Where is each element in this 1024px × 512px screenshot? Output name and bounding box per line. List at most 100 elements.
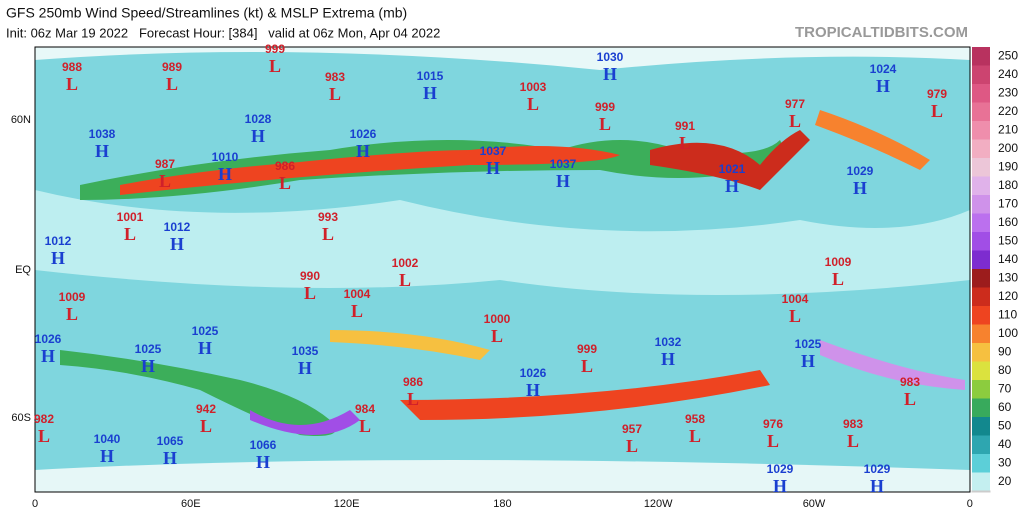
- center-value: 1021: [719, 162, 746, 176]
- center-letter: L: [38, 426, 50, 446]
- center-letter: L: [689, 426, 701, 446]
- center-value: 1003: [520, 80, 547, 94]
- center-letter: H: [256, 452, 270, 472]
- colorbar-label: 250: [998, 48, 1018, 62]
- colorbar-label: 240: [998, 67, 1018, 81]
- center-letter: L: [269, 56, 281, 76]
- colorbar-swatch: [972, 435, 990, 454]
- center-value: 979: [927, 87, 947, 101]
- colorbar-label: 60: [998, 400, 1012, 414]
- colorbar-label: 30: [998, 455, 1012, 469]
- colorbar-swatch: [972, 324, 990, 343]
- colorbar-label: 200: [998, 141, 1018, 155]
- center-letter: H: [251, 126, 265, 146]
- colorbar-swatch: [971, 490, 991, 493]
- center-value: 1009: [59, 290, 86, 304]
- center-value: 983: [900, 375, 920, 389]
- center-value: 1037: [550, 157, 577, 171]
- lon-label: 60W: [803, 498, 826, 510]
- center-letter: L: [329, 84, 341, 104]
- colorbar-label: 80: [998, 363, 1012, 377]
- center-value: 1026: [520, 366, 547, 380]
- center-value: 1030: [597, 50, 624, 64]
- center-value: 999: [265, 42, 285, 56]
- lon-label: 0: [967, 498, 973, 510]
- center-value: 1000: [484, 312, 511, 326]
- center-letter: L: [626, 436, 638, 456]
- center-value: 942: [196, 402, 216, 416]
- colorbar-label: 130: [998, 270, 1018, 284]
- center-value: 986: [275, 159, 295, 173]
- center-letter: L: [789, 306, 801, 326]
- colorbar-swatch: [972, 398, 990, 417]
- center-value: 982: [34, 412, 54, 426]
- center-value: 999: [595, 100, 615, 114]
- center-value: 1024: [870, 62, 897, 76]
- center-value: 1002: [392, 256, 419, 270]
- center-letter: L: [527, 94, 539, 114]
- colorbar-swatch: [972, 139, 990, 158]
- center-letter: L: [66, 304, 78, 324]
- colorbar-swatch: [972, 361, 990, 380]
- center-letter: H: [423, 83, 437, 103]
- center-letter: L: [931, 101, 943, 121]
- colorbar-label: 50: [998, 418, 1012, 432]
- center-letter: L: [399, 270, 411, 290]
- colorbar-label: 160: [998, 215, 1018, 229]
- colorbar-label: 180: [998, 178, 1018, 192]
- center-value: 1001: [117, 210, 144, 224]
- center-letter: H: [603, 64, 617, 84]
- center-letter: H: [526, 380, 540, 400]
- colorbar-label: 40: [998, 437, 1012, 451]
- center-letter: H: [486, 158, 500, 178]
- center-letter: L: [599, 114, 611, 134]
- center-value: 1012: [164, 220, 191, 234]
- center-value: 1015: [417, 69, 444, 83]
- colorbar-label: 170: [998, 196, 1018, 210]
- map-background: [35, 47, 970, 492]
- center-letter: L: [491, 326, 503, 346]
- center-value: 986: [403, 375, 423, 389]
- colorbar-swatch: [972, 269, 990, 288]
- lat-label: EQ: [15, 264, 31, 276]
- center-value: 977: [785, 97, 805, 111]
- center-value: 989: [162, 60, 182, 74]
- center-letter: L: [322, 224, 334, 244]
- center-letter: H: [556, 171, 570, 191]
- center-value: 1032: [655, 335, 682, 349]
- colorbar-swatch: [972, 102, 990, 121]
- colorbar-swatch: [972, 306, 990, 325]
- center-letter: H: [298, 358, 312, 378]
- center-value: 976: [763, 417, 783, 431]
- center-letter: L: [66, 74, 78, 94]
- colorbar-label: 70: [998, 381, 1012, 395]
- center-value: 1026: [35, 332, 62, 346]
- center-value: 1037: [480, 144, 507, 158]
- center-value: 1025: [795, 337, 822, 351]
- center-value: 1012: [45, 234, 72, 248]
- center-letter: L: [679, 133, 691, 153]
- lon-label: 120E: [334, 498, 360, 510]
- center-value: 1040: [94, 432, 121, 446]
- colorbar-swatch: [972, 250, 990, 269]
- colorbar-label: 230: [998, 85, 1018, 99]
- center-letter: L: [789, 111, 801, 131]
- title: GFS 250mb Wind Speed/Streamlines (kt) & …: [6, 5, 407, 21]
- center-value: 1028: [245, 112, 272, 126]
- site-name: TROPICALTIDBITS.COM: [795, 24, 968, 41]
- center-value: 991: [675, 119, 695, 133]
- center-value: 983: [843, 417, 863, 431]
- colorbar-label: 100: [998, 326, 1018, 340]
- center-value: 987: [155, 157, 175, 171]
- center-letter: H: [100, 446, 114, 466]
- center-value: 1065: [157, 434, 184, 448]
- center-letter: H: [876, 76, 890, 96]
- center-letter: L: [124, 224, 136, 244]
- center-letter: L: [847, 431, 859, 451]
- colorbar-swatch: [972, 176, 990, 195]
- center-value: 1029: [864, 462, 891, 476]
- colorbar-swatch: [972, 472, 990, 491]
- center-value: 988: [62, 60, 82, 74]
- lon-label: 0: [32, 498, 38, 510]
- center-value: 1025: [135, 342, 162, 356]
